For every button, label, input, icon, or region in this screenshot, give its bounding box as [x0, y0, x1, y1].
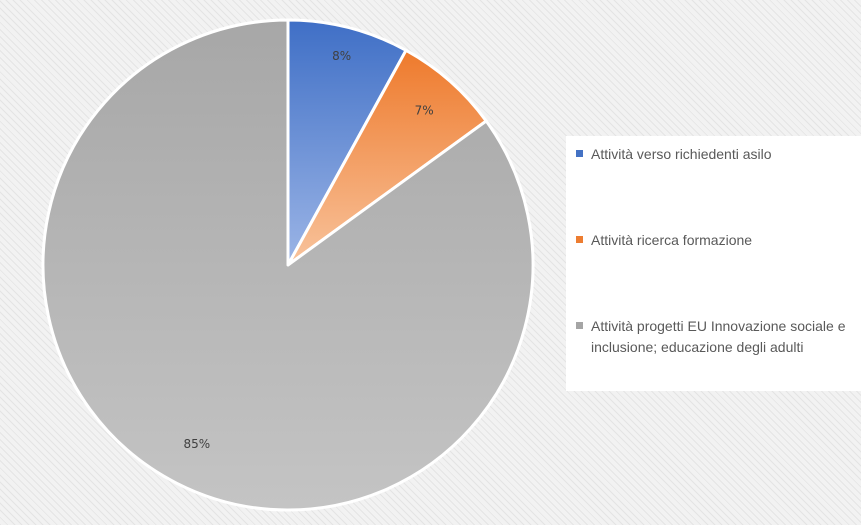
legend-swatch-eu-projects [576, 322, 583, 329]
data-label-research: 7% [415, 104, 434, 118]
legend-label-eu-projects: Attività progetti EU Innovazione sociale… [591, 318, 846, 355]
pie-slice-research [286, 48, 488, 267]
pie-slice-asylum [286, 18, 408, 267]
legend-swatch-asylum [576, 150, 583, 157]
chart-legend: Attività verso richiedenti asilo Attivit… [566, 136, 861, 391]
legend-item-asylum: Attività verso richiedenti asilo [576, 144, 859, 165]
legend-label-research: Attività ricerca formazione [591, 232, 753, 248]
legend-swatch-research [576, 236, 583, 243]
data-label-eu-projects: 85% [183, 437, 210, 451]
pie-slice-eu-projects [41, 18, 535, 512]
legend-item-eu-projects: Attività progetti EU Innovazione sociale… [576, 316, 859, 358]
data-label-asylum: 8% [332, 49, 351, 63]
legend-item-research: Attività ricerca formazione [576, 230, 859, 251]
legend-label-asylum: Attività verso richiedenti asilo [591, 146, 772, 162]
